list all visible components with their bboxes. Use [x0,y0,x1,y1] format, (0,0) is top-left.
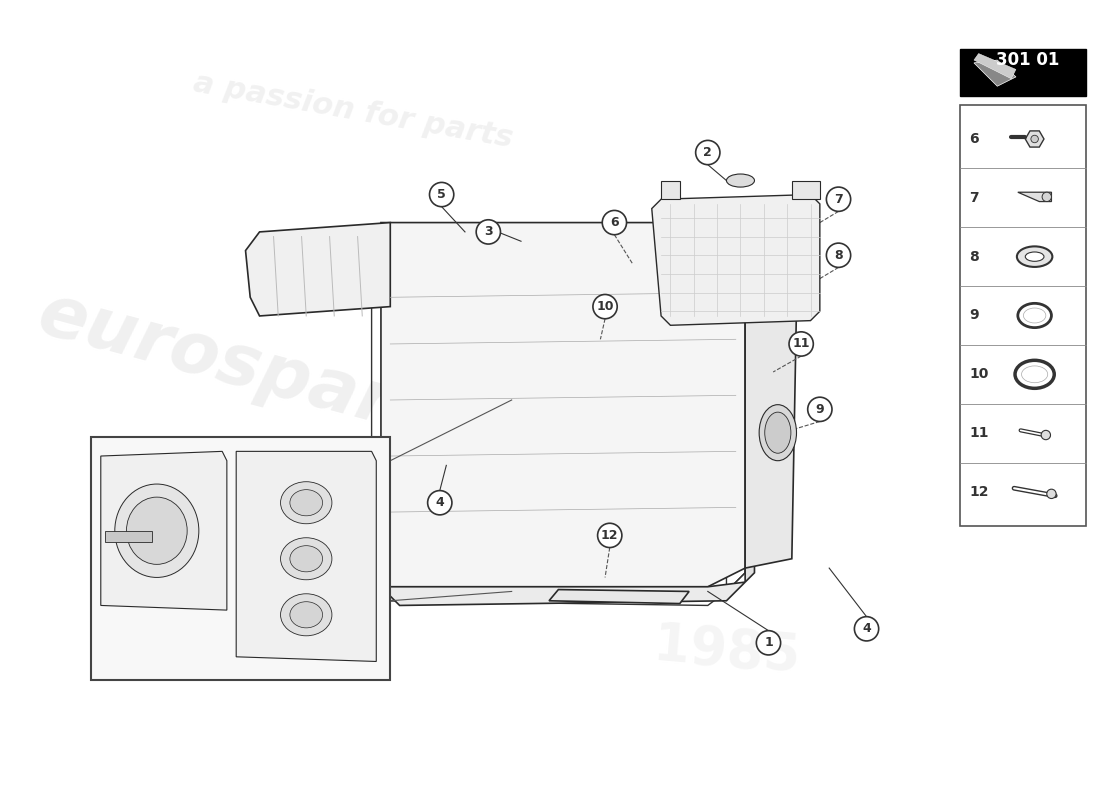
Ellipse shape [726,174,755,187]
Circle shape [1047,489,1056,498]
Circle shape [757,630,781,655]
Ellipse shape [1016,246,1053,267]
Text: 4: 4 [436,496,444,510]
Text: 12: 12 [601,529,618,542]
Polygon shape [236,451,376,662]
Text: 5: 5 [438,188,446,201]
Text: 10: 10 [596,300,614,313]
Text: 301 01: 301 01 [996,51,1059,69]
Ellipse shape [290,602,322,628]
Text: eurospares: eurospares [30,279,489,465]
Text: 11: 11 [792,338,810,350]
Text: 4: 4 [862,622,871,635]
Circle shape [305,601,323,619]
Circle shape [593,294,617,318]
Ellipse shape [280,594,332,636]
Polygon shape [745,306,796,568]
Text: 11: 11 [306,498,321,508]
Circle shape [428,490,452,515]
Polygon shape [652,194,820,326]
Text: 6: 6 [969,132,979,146]
Ellipse shape [1023,308,1046,323]
Polygon shape [381,222,755,586]
Ellipse shape [280,538,332,580]
Ellipse shape [764,412,791,454]
Circle shape [334,451,353,470]
Polygon shape [381,582,745,606]
Polygon shape [974,60,1016,86]
Ellipse shape [114,484,199,578]
Ellipse shape [280,482,332,524]
Text: 7: 7 [834,193,843,206]
Text: 12: 12 [336,456,351,466]
Circle shape [476,220,501,244]
Polygon shape [661,181,680,199]
Circle shape [603,210,627,234]
Polygon shape [101,451,227,610]
Ellipse shape [290,546,322,572]
Ellipse shape [290,490,322,516]
Text: 12: 12 [969,485,989,499]
Text: 6: 6 [610,216,618,229]
Polygon shape [745,232,755,582]
Circle shape [807,397,832,422]
Circle shape [855,617,879,641]
Circle shape [826,243,850,267]
Circle shape [1031,135,1038,142]
Circle shape [429,182,454,206]
Text: 11: 11 [306,605,321,615]
Polygon shape [245,222,390,316]
Text: 3: 3 [484,226,493,238]
Ellipse shape [1022,366,1047,382]
Circle shape [1042,192,1052,202]
Text: 9: 9 [815,403,824,416]
Bar [91,438,390,680]
Circle shape [305,545,323,563]
Bar [960,105,1086,526]
Text: 1985: 1985 [651,620,802,685]
Circle shape [597,523,622,547]
Text: 1: 1 [764,636,773,650]
Text: 11: 11 [969,426,989,440]
Polygon shape [549,590,689,603]
Polygon shape [1018,192,1052,202]
Polygon shape [358,446,381,568]
Bar [960,49,1086,95]
Text: a passion for parts: a passion for parts [191,68,515,153]
Text: 7: 7 [969,191,979,205]
Polygon shape [792,181,820,199]
Text: 8: 8 [834,249,843,262]
Circle shape [826,187,850,211]
Circle shape [305,494,323,512]
Ellipse shape [126,497,187,564]
Text: 8: 8 [969,250,979,264]
Polygon shape [974,54,1016,78]
Circle shape [789,332,813,356]
Polygon shape [1025,131,1044,147]
Text: 2: 2 [703,146,712,159]
Text: 9: 9 [969,309,979,322]
Bar [106,530,152,542]
Circle shape [1042,430,1050,440]
Text: 10: 10 [969,367,989,382]
Ellipse shape [1025,252,1044,262]
Ellipse shape [759,405,796,461]
Text: 11: 11 [306,549,321,559]
Circle shape [695,140,719,165]
